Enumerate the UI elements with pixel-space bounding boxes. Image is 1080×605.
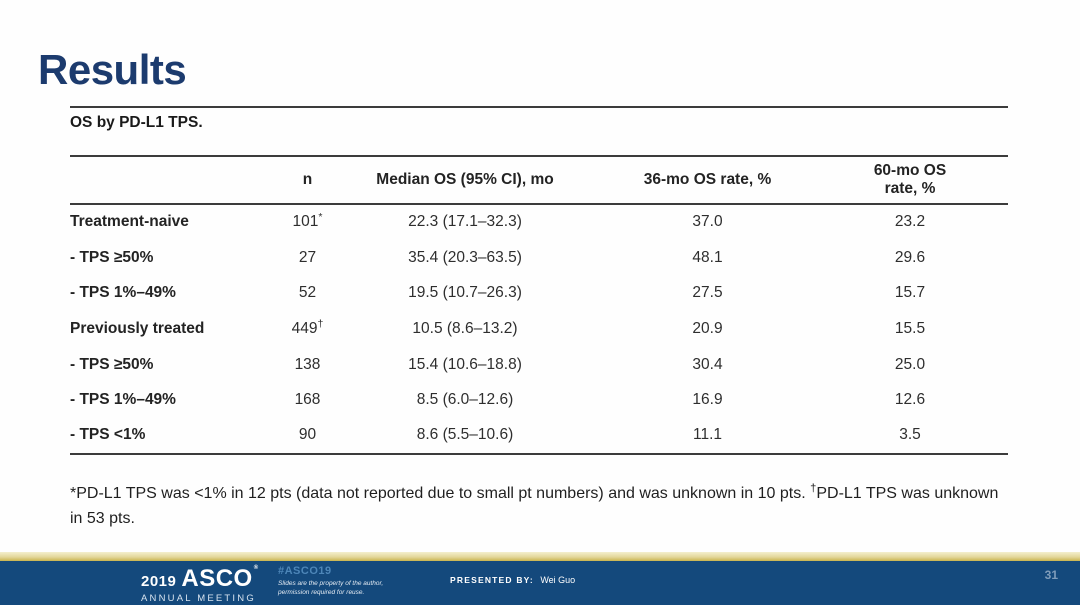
conference-hashtag: #ASCO19 bbox=[278, 565, 332, 577]
table-caption: OS by PD-L1 TPS. bbox=[70, 114, 203, 131]
cell-60mo-rate: 15.7 bbox=[894, 284, 926, 302]
results-section: OS by PD-L1 TPS. n Median OS (95% CI), m… bbox=[70, 106, 1008, 455]
cell-n: 101* bbox=[240, 204, 375, 240]
cell-median-os: 10.5 (8.6–13.2) bbox=[412, 319, 518, 337]
cell-median-os: 8.6 (5.5–10.6) bbox=[416, 426, 514, 444]
table-row: - TPS ≥50% 27 35.4 (20.3–63.5) 48.1 29.6 bbox=[70, 240, 1008, 276]
cell-median-os: 35.4 (20.3–63.5) bbox=[408, 248, 522, 266]
n-value: 449 bbox=[291, 319, 318, 337]
footer-gold-divider bbox=[0, 552, 1080, 561]
table-footnote: *PD-L1 TPS was <1% in 12 pts (data not r… bbox=[70, 482, 1008, 532]
n-value: 90 bbox=[298, 426, 317, 444]
logo-year: 2019 bbox=[141, 573, 177, 590]
table-row: - TPS <1% 90 8.6 (5.5–10.6) 11.1 3.5 bbox=[70, 418, 1008, 454]
footnote-dagger-text: PD-L1 TPS was unknown in 53 pts. bbox=[70, 485, 999, 527]
cell-36mo-rate: 48.1 bbox=[692, 248, 723, 266]
logo-asco-wordmark: ASCO® bbox=[181, 565, 259, 592]
cell-n: 168 bbox=[240, 382, 375, 418]
column-header-60mo-rate: 60-mo OS rate, % bbox=[860, 156, 1008, 205]
cell-n: 52 bbox=[240, 275, 375, 311]
cell-36mo-rate: 20.9 bbox=[692, 319, 723, 337]
cell-median-os: 22.3 (17.1–32.3) bbox=[408, 213, 522, 231]
cell-36mo-rate: 27.5 bbox=[692, 284, 723, 302]
disclaimer-line-2: permission required for reuse. bbox=[278, 589, 365, 597]
column-header-median-os: Median OS (95% CI), mo bbox=[375, 156, 555, 205]
row-label: - TPS 1%–49% bbox=[70, 391, 176, 409]
cell-60mo-rate: 25.0 bbox=[894, 355, 926, 373]
cell-median-os: 19.5 (10.7–26.3) bbox=[408, 284, 522, 302]
row-label: - TPS <1% bbox=[70, 426, 146, 444]
footnote-dagger-mark: † bbox=[810, 482, 817, 495]
row-label: - TPS ≥50% bbox=[70, 355, 154, 373]
row-label: Previously treated bbox=[70, 319, 205, 337]
registered-mark-icon: ® bbox=[253, 565, 259, 571]
cell-60mo-rate: 3.5 bbox=[899, 426, 921, 444]
row-label: - TPS 1%–49% bbox=[70, 284, 176, 302]
table-row: Treatment-naive 101* 22.3 (17.1–32.3) 37… bbox=[70, 204, 1008, 240]
n-value: 52 bbox=[298, 284, 317, 302]
caption-rule bbox=[70, 106, 1008, 108]
column-header-blank bbox=[70, 156, 240, 205]
cell-median-os: 8.5 (6.0–12.6) bbox=[416, 391, 514, 409]
table-row: - TPS 1%–49% 52 19.5 (10.7–26.3) 27.5 15… bbox=[70, 275, 1008, 311]
slide-disclaimer: Slides are the property of the author, p… bbox=[278, 579, 383, 598]
asco-annual-meeting-logo: 2019 ASCO® ANNUAL MEETING bbox=[141, 565, 259, 604]
cell-36mo-rate: 11.1 bbox=[692, 426, 723, 444]
cell-median-os: 15.4 (10.6–18.8) bbox=[408, 355, 522, 373]
cell-n: 138 bbox=[240, 347, 375, 383]
disclaimer-line-1: Slides are the property of the author, bbox=[278, 580, 384, 587]
cell-n: 27 bbox=[240, 240, 375, 276]
slide-page-number: 31 bbox=[1044, 568, 1058, 582]
cell-36mo-rate: 30.4 bbox=[692, 355, 723, 373]
table-row: - TPS ≥50% 138 15.4 (10.6–18.8) 30.4 25.… bbox=[70, 347, 1008, 383]
cell-60mo-rate: 15.5 bbox=[894, 319, 926, 337]
row-label: - TPS ≥50% bbox=[70, 248, 154, 266]
n-value: 101 bbox=[292, 213, 319, 231]
hashtag-block: #ASCO19 Slides are the property of the a… bbox=[278, 565, 383, 598]
presented-by: PRESENTED BY: Wei Guo bbox=[450, 575, 575, 585]
n-marker: * bbox=[318, 211, 323, 224]
cell-n: 449† bbox=[240, 311, 375, 347]
cell-60mo-rate: 12.6 bbox=[894, 391, 926, 409]
n-value: 138 bbox=[294, 355, 321, 373]
n-marker: † bbox=[317, 317, 324, 330]
slide-title: Results bbox=[38, 46, 187, 93]
footnote-asterisk-text: *PD-L1 TPS was <1% in 12 pts (data not r… bbox=[70, 485, 811, 502]
table-row: Previously treated 449† 10.5 (8.6–13.2) … bbox=[70, 311, 1008, 347]
presenter-name: Wei Guo bbox=[540, 575, 576, 585]
column-header-n: n bbox=[240, 156, 375, 205]
footer-bar: 2019 ASCO® ANNUAL MEETING #ASCO19 Slides… bbox=[0, 561, 1080, 605]
cell-n: 90 bbox=[240, 418, 375, 454]
column-header-36mo-rate: 36-mo OS rate, % bbox=[555, 156, 860, 205]
os-by-pdl1-table: n Median OS (95% CI), mo 36-mo OS rate, … bbox=[70, 155, 1008, 455]
cell-36mo-rate: 37.0 bbox=[692, 213, 723, 231]
presented-by-label: PRESENTED BY: bbox=[450, 575, 534, 585]
cell-60mo-rate: 29.6 bbox=[894, 248, 926, 266]
n-value: 168 bbox=[294, 391, 321, 409]
row-label: Treatment-naive bbox=[70, 213, 189, 231]
cell-36mo-rate: 16.9 bbox=[692, 391, 723, 409]
table-row: - TPS 1%–49% 168 8.5 (6.0–12.6) 16.9 12.… bbox=[70, 382, 1008, 418]
n-value: 27 bbox=[298, 248, 317, 266]
cell-60mo-rate: 23.2 bbox=[894, 213, 926, 231]
logo-subtitle: ANNUAL MEETING bbox=[141, 593, 256, 604]
table-header-row: n Median OS (95% CI), mo 36-mo OS rate, … bbox=[70, 156, 1008, 205]
